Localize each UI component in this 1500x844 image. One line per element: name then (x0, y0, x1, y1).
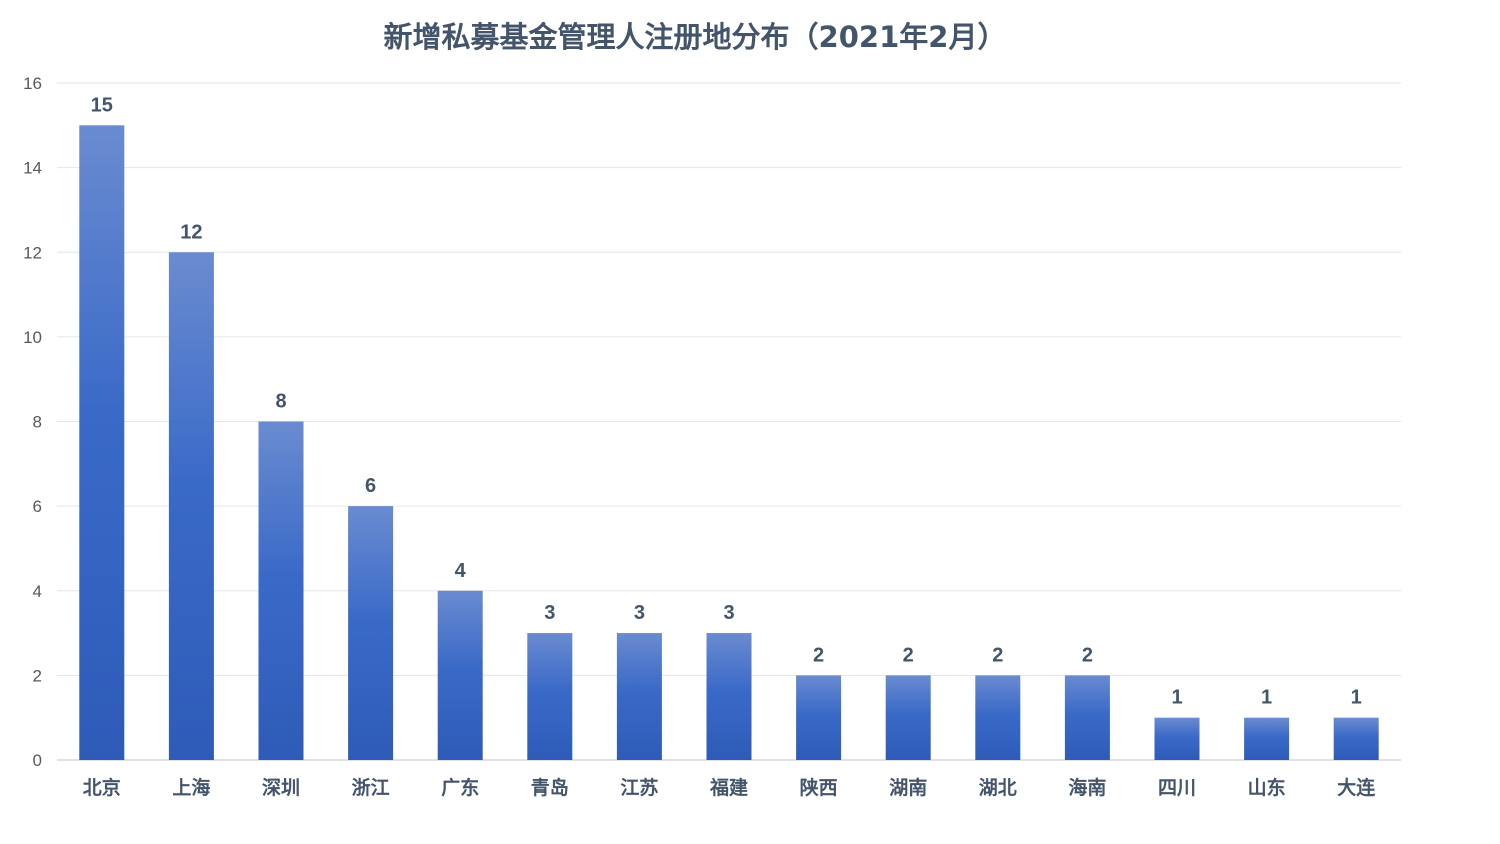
x-category-label: 江苏 (620, 776, 658, 799)
bar (975, 675, 1021, 760)
data-label: 15 (91, 94, 113, 116)
bar (168, 252, 214, 760)
bar (258, 421, 304, 760)
bar (1064, 675, 1110, 760)
y-tick-label: 10 (23, 328, 42, 347)
data-label: 8 (275, 391, 286, 413)
bar (706, 633, 752, 760)
bars (79, 125, 1379, 760)
x-category-label: 北京 (83, 776, 121, 799)
data-label: 6 (365, 475, 376, 497)
x-category-label: 陕西 (800, 776, 838, 799)
chart-title: 新增私募基金管理人注册地分布（2021年2月） (383, 20, 1007, 54)
y-tick-label: 14 (23, 159, 42, 178)
y-tick-label: 0 (33, 751, 42, 770)
data-label: 4 (455, 560, 467, 582)
y-tick-label: 4 (33, 582, 42, 601)
bar (1154, 717, 1200, 760)
x-category-label: 浙江 (352, 776, 390, 799)
x-category-label: 四川 (1158, 777, 1196, 799)
x-category-label: 山东 (1248, 776, 1286, 799)
x-category-label: 上海 (172, 776, 210, 799)
y-tick-label: 8 (33, 413, 42, 432)
data-label: 2 (903, 644, 914, 666)
data-label: 2 (992, 644, 1003, 666)
y-tick-label: 16 (23, 74, 42, 93)
x-category-label: 湖南 (889, 777, 927, 799)
data-label: 3 (634, 602, 645, 624)
y-axis: 0 2 4 6 8 10 12 14 16 (23, 74, 42, 770)
x-category-label: 福建 (709, 776, 748, 799)
bar (1244, 717, 1290, 760)
data-label: 12 (180, 221, 202, 243)
y-tick-label: 6 (33, 497, 42, 516)
bar (348, 506, 394, 760)
data-label: 1 (1261, 687, 1272, 709)
data-label: 3 (723, 602, 734, 624)
bar (79, 125, 125, 760)
bar (616, 633, 662, 760)
bar (1333, 717, 1379, 760)
x-category-label: 海南 (1068, 776, 1106, 799)
x-category-label: 青岛 (531, 776, 569, 799)
data-label: 1 (1351, 687, 1362, 709)
x-category-label: 湖北 (979, 777, 1017, 799)
data-label: 1 (1171, 687, 1182, 709)
x-axis: 北京 上海 深圳 浙江 广东 青岛 江苏 福建 陕西 湖南 湖北 海南 四川 山东 大连 (83, 776, 1376, 799)
bar (885, 675, 931, 760)
bar (796, 675, 842, 760)
data-label: 3 (544, 602, 555, 624)
data-labels: 15 12 8 6 4 3 3 3 2 2 2 2 1 1 1 (91, 94, 1362, 708)
x-category-label: 广东 (441, 776, 479, 799)
x-category-label: 大连 (1337, 776, 1376, 799)
bar (437, 590, 483, 760)
y-tick-label: 2 (33, 666, 42, 685)
data-label: 2 (813, 644, 824, 666)
y-tick-label: 12 (23, 243, 42, 262)
bar (527, 633, 573, 760)
data-label: 2 (1082, 644, 1093, 666)
x-category-label: 深圳 (262, 776, 300, 799)
